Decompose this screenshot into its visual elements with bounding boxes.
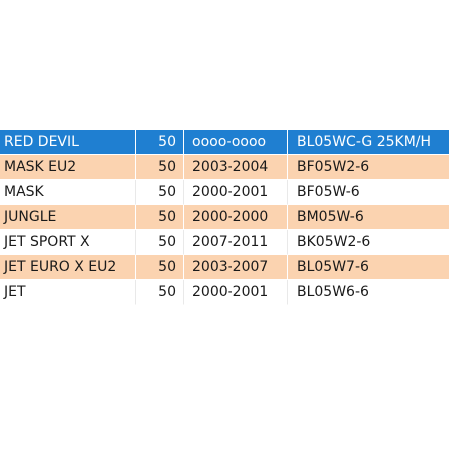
code-cell: BM05W-6 xyxy=(288,205,450,230)
cc-cell: 50 xyxy=(136,130,184,155)
model-cell: MASK EU2 xyxy=(0,155,136,180)
code-cell: BF05W2-6 xyxy=(288,155,450,180)
table-row[interactable]: JET 50 2000-2001 BL05W6-6 xyxy=(0,280,450,305)
model-cell: JET SPORT X xyxy=(0,230,136,255)
years-cell: 2007-2011 xyxy=(184,230,288,255)
table-row[interactable]: MASK EU2 50 2003-2004 BF05W2-6 xyxy=(0,155,450,180)
years-cell: oooo-oooo xyxy=(184,130,288,155)
code-cell: BK05W2-6 xyxy=(288,230,450,255)
table-row[interactable]: RED DEVIL 50 oooo-oooo BL05WC-G 25KM/H xyxy=(0,130,450,155)
table-row[interactable]: MASK 50 2000-2001 BF05W-6 xyxy=(0,180,450,205)
table-row[interactable]: JET SPORT X 50 2007-2011 BK05W2-6 xyxy=(0,230,450,255)
model-cell: JUNGLE xyxy=(0,205,136,230)
years-cell: 2000-2000 xyxy=(184,205,288,230)
years-cell: 2000-2001 xyxy=(184,180,288,205)
code-cell: BL05WC-G 25KM/H xyxy=(288,130,450,155)
cc-cell: 50 xyxy=(136,255,184,280)
cc-cell: 50 xyxy=(136,280,184,305)
years-cell: 2000-2001 xyxy=(184,280,288,305)
code-cell: BL05W7-6 xyxy=(288,255,450,280)
model-cell: JET EURO X EU2 xyxy=(0,255,136,280)
model-cell: RED DEVIL xyxy=(0,130,136,155)
years-cell: 2003-2007 xyxy=(184,255,288,280)
cc-cell: 50 xyxy=(136,205,184,230)
cc-cell: 50 xyxy=(136,180,184,205)
years-cell: 2003-2004 xyxy=(184,155,288,180)
model-cell: JET xyxy=(0,280,136,305)
model-table: RED DEVIL 50 oooo-oooo BL05WC-G 25KM/H M… xyxy=(0,130,450,305)
table-row[interactable]: JET EURO X EU2 50 2003-2007 BL05W7-6 xyxy=(0,255,450,280)
model-cell: MASK xyxy=(0,180,136,205)
code-cell: BF05W-6 xyxy=(288,180,450,205)
cc-cell: 50 xyxy=(136,155,184,180)
code-cell: BL05W6-6 xyxy=(288,280,450,305)
table-row[interactable]: JUNGLE 50 2000-2000 BM05W-6 xyxy=(0,205,450,230)
cc-cell: 50 xyxy=(136,230,184,255)
